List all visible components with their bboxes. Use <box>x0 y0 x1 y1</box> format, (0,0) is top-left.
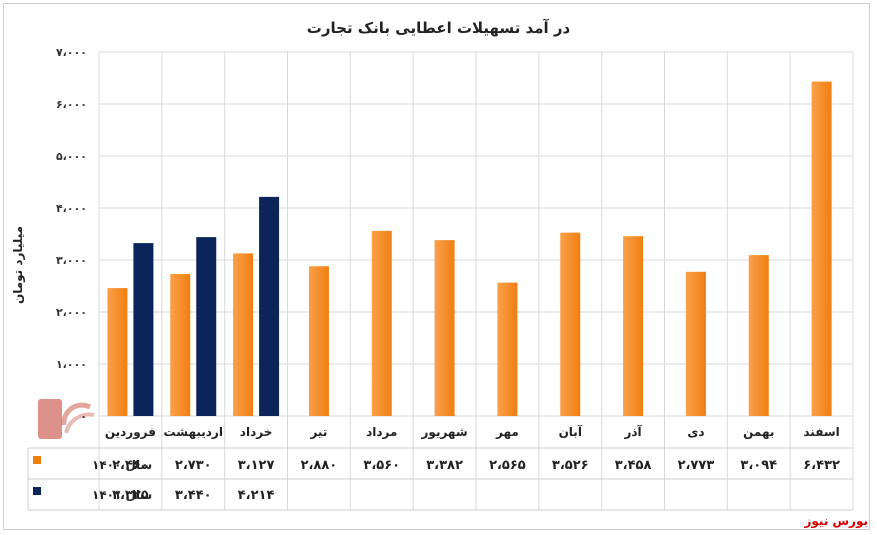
x-tick-label: شهریور <box>421 425 468 440</box>
x-tick-label: بهمن <box>743 425 774 439</box>
x-tick-label: مهر <box>495 425 519 439</box>
x-tick-label: دی <box>687 425 704 439</box>
x-tick-label: آذر <box>623 424 642 439</box>
bar-1400 <box>497 282 518 416</box>
y-tick-label: ۶،۰۰۰ <box>56 98 87 111</box>
bar-1400 <box>170 274 191 416</box>
chart-title: در آمد تسهیلات اعطایی بانک تجارت <box>306 19 571 37</box>
bar-1401 <box>133 243 154 416</box>
bar-1401 <box>259 196 280 416</box>
source-label: بورس نیوز <box>804 514 868 528</box>
bar-1400 <box>623 236 644 416</box>
watermark-logo <box>38 399 95 439</box>
table-value-1401: ۳،۴۴۰ <box>175 488 212 503</box>
table-value-1400: ۲،۴۶۰ <box>112 458 149 473</box>
bar-1400 <box>560 232 581 416</box>
y-tick-label: ۳،۰۰۰ <box>56 254 87 267</box>
table-value-1400: ۳،۰۹۴ <box>740 458 777 473</box>
bar-1400 <box>685 271 706 416</box>
table-value-1401: ۴،۲۱۴ <box>238 488 275 503</box>
bar-1400 <box>233 253 254 416</box>
y-tick-label: ۵،۰۰۰ <box>56 150 87 163</box>
table-value-1400: ۳،۳۸۲ <box>426 458 463 473</box>
x-tick-label: فروردین <box>105 425 156 440</box>
bar-1400 <box>748 255 769 416</box>
bar-1400 <box>308 266 329 416</box>
legend-label-1400: سال ۱۴۰۰ <box>92 458 152 472</box>
table-value-1400: ۳،۵۶۰ <box>363 458 400 473</box>
table-value-1400: ۳،۴۵۸ <box>615 458 652 473</box>
x-tick-label: خرداد <box>240 425 273 439</box>
bar-1400 <box>434 240 455 416</box>
y-tick-label: ۰ <box>80 410 87 423</box>
legend-label-1401: سال ۱۴۰۱ <box>92 488 152 502</box>
y-tick-label: ۴،۰۰۰ <box>56 202 87 215</box>
x-tick-label: تیر <box>309 425 327 439</box>
bar-1400 <box>811 81 832 416</box>
table-value-1400: ۲،۷۳۰ <box>175 458 212 473</box>
legend-key-1400 <box>33 456 41 464</box>
bar-1401 <box>196 237 217 416</box>
table-value-1400: ۳،۱۲۷ <box>238 458 275 473</box>
x-tick-label: اسفند <box>803 425 839 439</box>
y-tick-label: ۱،۰۰۰ <box>56 358 87 371</box>
table-value-1400: ۶،۴۳۲ <box>803 458 840 473</box>
y-tick-label: ۷،۰۰۰ <box>56 46 87 59</box>
table-value-1400: ۲،۵۶۵ <box>489 458 526 473</box>
table-value-1400: ۲،۸۸۰ <box>301 458 338 473</box>
x-tick-label: مرداد <box>366 425 397 439</box>
y-tick-label: ۲،۰۰۰ <box>56 306 87 319</box>
table-value-1401: ۳،۳۲۵ <box>112 488 149 503</box>
bar-1400 <box>371 230 392 416</box>
x-tick-label: اردیبهشت <box>164 425 223 439</box>
x-tick-label: آبان <box>559 424 583 439</box>
table-value-1400: ۳،۵۲۶ <box>552 458 589 473</box>
bar-1400 <box>107 288 128 416</box>
table-value-1400: ۲،۷۷۳ <box>678 458 715 473</box>
legend-key-1401 <box>33 487 41 495</box>
